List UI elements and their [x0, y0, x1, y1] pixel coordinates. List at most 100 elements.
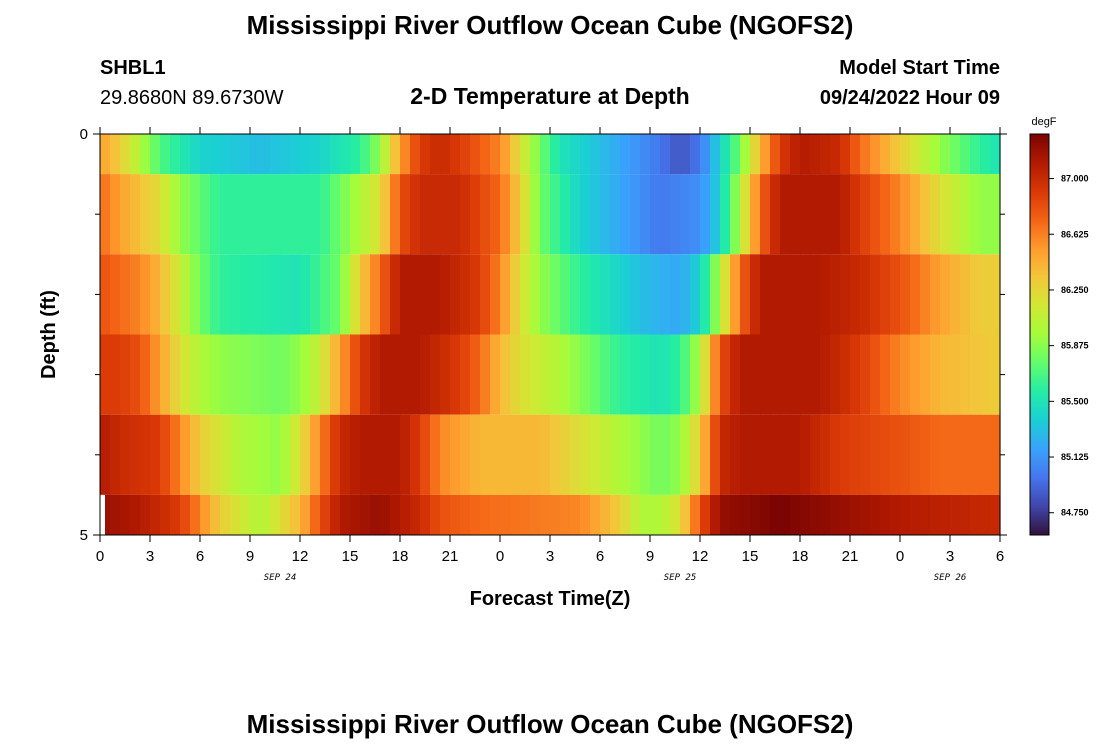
heatmap-cell: [230, 414, 241, 495]
heatmap-cell: [310, 134, 321, 175]
heatmap-cell: [980, 334, 991, 415]
heatmap-cell: [920, 254, 931, 335]
heatmap-cell: [840, 414, 851, 495]
heatmap-cell: [970, 174, 981, 255]
heatmap-cell: [570, 334, 581, 415]
heatmap-cell: [280, 414, 291, 495]
heatmap-cell: [860, 254, 871, 335]
heatmap-cell: [200, 414, 211, 495]
heatmap-cell: [560, 494, 571, 535]
heatmap-cell: [380, 254, 391, 335]
heatmap-cell: [750, 254, 761, 335]
y-tick-label: 0: [80, 126, 88, 143]
heatmap-cell: [710, 174, 721, 255]
heatmap-cell: [830, 414, 841, 495]
heatmap-cell: [280, 254, 291, 335]
heatmap-cell: [590, 254, 601, 335]
heatmap-cell: [530, 414, 541, 495]
heatmap-cell: [860, 414, 871, 495]
heatmap-cell: [930, 174, 941, 255]
heatmap-cell: [990, 134, 1001, 175]
heatmap-cell: [350, 174, 361, 255]
heatmap-cell: [980, 414, 991, 495]
heatmap-cell: [310, 174, 321, 255]
heatmap-cell: [490, 134, 501, 175]
heatmap-cell: [210, 254, 221, 335]
heatmap-cell: [360, 134, 371, 175]
heatmap-cell: [670, 174, 681, 255]
heatmap-cell: [320, 254, 331, 335]
heatmap-cell: [380, 134, 391, 175]
heatmap-cell: [250, 254, 261, 335]
heatmap-cell: [880, 254, 891, 335]
heatmap-cell: [710, 254, 721, 335]
heatmap-cell: [330, 494, 341, 535]
heatmap-cell: [210, 334, 221, 415]
heatmap-cell: [790, 414, 801, 495]
x-tick-label: 18: [792, 548, 809, 565]
heatmap-cell: [990, 334, 1001, 415]
heatmap-cell: [100, 174, 111, 255]
heatmap-cell: [150, 254, 161, 335]
heatmap-cell: [210, 494, 221, 535]
heatmap-cell: [510, 134, 521, 175]
heatmap-cell: [790, 174, 801, 255]
heatmap-cell: [320, 174, 331, 255]
heatmap-cell: [120, 174, 131, 255]
heatmap-cell: [360, 174, 371, 255]
colorbar-unit-label: degF: [1031, 116, 1056, 128]
heatmap-cell: [520, 174, 531, 255]
heatmap-cell: [460, 334, 471, 415]
heatmap-cell: [250, 494, 261, 535]
date-label: SEP 26: [934, 573, 967, 583]
heatmap-cell: [990, 174, 1001, 255]
heatmap-cell: [850, 134, 861, 175]
heatmap-cell: [450, 334, 461, 415]
heatmap-cell: [960, 494, 971, 535]
y-axis: 05: [80, 126, 1007, 544]
heatmap-cell: [330, 414, 341, 495]
heatmap-cell: [510, 254, 521, 335]
heatmap-cell: [800, 414, 811, 495]
heatmap-cell: [770, 174, 781, 255]
heatmap-cell: [200, 254, 211, 335]
y-tick-label: 5: [80, 527, 88, 544]
heatmap-cell: [820, 494, 831, 535]
x-tick-label: 9: [246, 548, 254, 565]
heatmap-cell: [180, 494, 191, 535]
heatmap-cell: [770, 494, 781, 535]
heatmap-cell: [630, 414, 641, 495]
heatmap-cell: [800, 334, 811, 415]
heatmap-cell: [910, 494, 921, 535]
colorbar-tick-label: 85.125: [1061, 452, 1089, 462]
heatmap-cell: [530, 334, 541, 415]
heatmap-cell: [780, 174, 791, 255]
heatmap-cell: [920, 414, 931, 495]
heatmap-cell: [460, 134, 471, 175]
heatmap-cell: [600, 414, 611, 495]
heatmap-cell: [400, 334, 411, 415]
heatmap-cell: [540, 174, 551, 255]
heatmap-cell: [640, 134, 651, 175]
heatmap-cell: [830, 134, 841, 175]
heatmap-cell: [630, 334, 641, 415]
heatmap-cell: [270, 414, 281, 495]
heatmap-cell: [800, 494, 811, 535]
heatmap-cell: [900, 334, 911, 415]
heatmap-cell: [700, 254, 711, 335]
heatmap-cell: [190, 174, 201, 255]
heatmap-cell: [950, 414, 961, 495]
heatmap-cell: [660, 134, 671, 175]
heatmap-cell: [250, 414, 261, 495]
heatmap-cell: [720, 134, 731, 175]
heatmap-cell: [170, 494, 181, 535]
heatmap-cell: [160, 334, 171, 415]
heatmap-cell: [620, 334, 631, 415]
heatmap-cell: [350, 134, 361, 175]
heatmap-cell: [100, 414, 111, 495]
heatmap-cell: [260, 494, 271, 535]
heatmap-cell: [540, 414, 551, 495]
heatmap-cell: [710, 334, 721, 415]
heatmap-cell: [110, 494, 121, 535]
heatmap-cell: [120, 334, 131, 415]
